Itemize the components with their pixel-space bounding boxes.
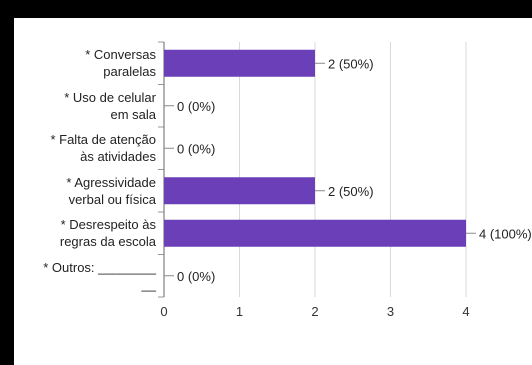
category-label-line: às atividades	[80, 149, 156, 165]
category-label: * Uso de celular em sala	[14, 89, 156, 123]
category-label-line: * Outros: ________	[43, 259, 156, 275]
category-label: * Falta de atenção às atividades	[14, 131, 156, 165]
bar	[164, 219, 466, 247]
category-label-line: regras da escola	[59, 234, 156, 250]
bar	[164, 49, 315, 77]
category-label: * Conversas paralelas	[14, 46, 156, 80]
bar	[164, 177, 315, 205]
data-label: 0 (0%)	[177, 99, 215, 114]
x-tick-label: 4	[462, 304, 469, 319]
category-label-line: * Falta de atenção	[50, 132, 156, 148]
data-label: 2 (50%)	[328, 184, 374, 199]
category-label-line: __	[141, 276, 156, 292]
data-label: 2 (50%)	[328, 56, 374, 71]
bar-chart: 2 (50%) 0 (0%) 0 (0%) 2 (50%) 4 (100%) 0 (0%)…	[158, 41, 532, 319]
category-label-line: em sala	[110, 106, 156, 122]
category-label-line: * Conversas	[85, 47, 156, 63]
category-label-line: paralelas	[103, 64, 156, 80]
x-tick-label: 2	[311, 304, 318, 319]
category-label-line: * Uso de celular	[64, 89, 156, 105]
data-label: 0 (0%)	[177, 141, 215, 156]
x-tick-label: 3	[387, 304, 394, 319]
category-label: * Outros: ________ __	[14, 259, 156, 293]
category-label: * Agressividade verbal ou física	[14, 174, 156, 208]
category-label-line: * Desrespeito às	[60, 217, 156, 233]
chart-panel: * Conversas paralelas * Uso de celular em s…	[14, 18, 532, 365]
category-label-line: * Agressividade	[66, 174, 156, 190]
category-label: * Desrespeito às regras da escola	[14, 216, 156, 250]
x-tick-label: 1	[236, 304, 243, 319]
data-label: 4 (100%)	[479, 226, 532, 241]
x-tick-label: 0	[160, 304, 167, 319]
data-label: 0 (0%)	[177, 269, 215, 284]
category-label-line: verbal ou física	[68, 191, 156, 207]
